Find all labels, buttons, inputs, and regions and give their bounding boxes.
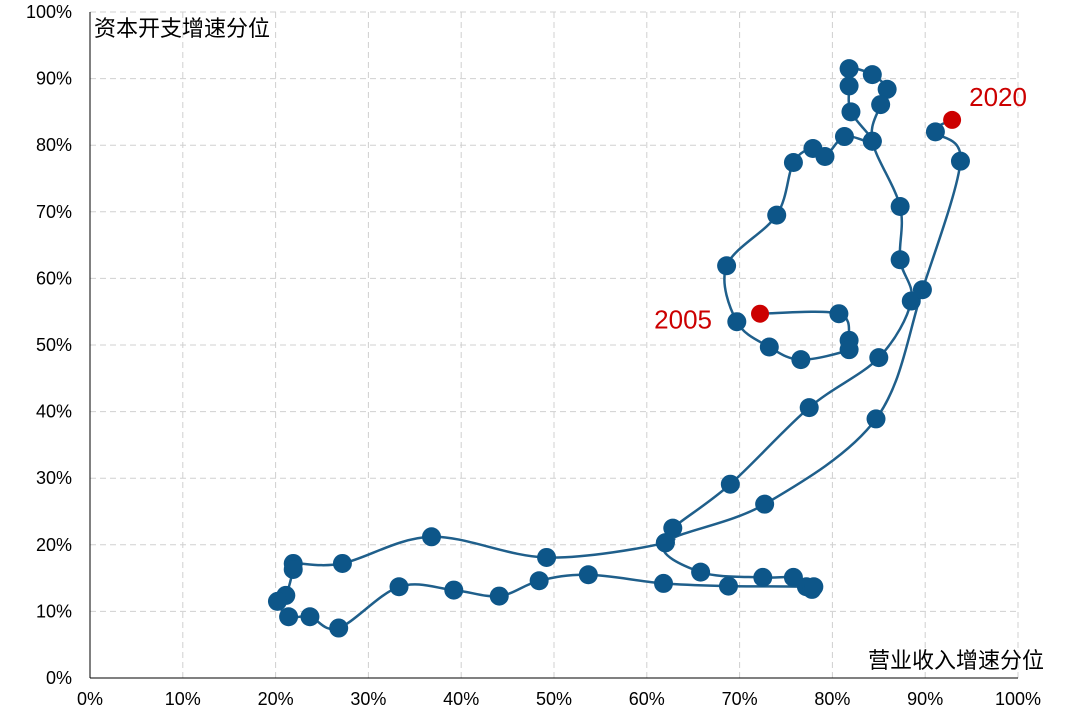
y-tick-label: 70% xyxy=(36,202,72,222)
data-points xyxy=(267,59,970,638)
data-point xyxy=(783,567,803,587)
y-tick-label: 30% xyxy=(36,468,72,488)
data-point xyxy=(877,79,897,99)
x-tick-label: 30% xyxy=(350,689,386,709)
highlight-points: 2005 2020 xyxy=(654,82,1027,335)
data-point xyxy=(799,398,819,418)
data-point xyxy=(950,151,970,171)
data-point xyxy=(755,494,775,514)
data-point xyxy=(759,337,779,357)
data-point xyxy=(829,304,849,324)
data-point xyxy=(841,102,861,122)
data-point xyxy=(655,533,675,553)
x-axis-title: 营业收入增速分位 xyxy=(868,649,1044,674)
highlight-label: 2020 xyxy=(969,82,1027,112)
x-tick-label: 40% xyxy=(443,689,479,709)
y-tick-label: 0% xyxy=(46,668,72,688)
data-point xyxy=(537,547,557,567)
y-tick-label: 60% xyxy=(36,268,72,288)
y-tick-label: 40% xyxy=(36,402,72,422)
data-point xyxy=(815,147,835,167)
axes xyxy=(89,12,1018,679)
data-point xyxy=(720,474,740,494)
data-point xyxy=(267,591,287,611)
data-point xyxy=(663,518,683,538)
x-tick-labels: 0% 10% 20% 30% 40% 50% 60% 70% 80% 90% 100% xyxy=(77,689,1041,709)
data-point xyxy=(529,571,549,591)
x-tick-label: 70% xyxy=(722,689,758,709)
data-point xyxy=(767,205,787,225)
data-point xyxy=(578,565,598,585)
data-point xyxy=(791,350,811,370)
x-tick-label: 50% xyxy=(536,689,572,709)
x-tick-label: 80% xyxy=(814,689,850,709)
data-point xyxy=(925,122,945,142)
y-tick-label: 50% xyxy=(36,335,72,355)
data-point xyxy=(890,250,910,270)
highlight-point xyxy=(751,304,770,323)
data-point xyxy=(839,340,859,360)
x-tick-label: 100% xyxy=(995,689,1041,709)
y-tick-labels: 0% 10% 20% 30% 40% 50% 60% 70% 80% 90% 100% xyxy=(26,2,72,688)
grid xyxy=(90,11,1019,678)
highlight-label: 2005 xyxy=(654,305,712,335)
data-point xyxy=(727,312,747,332)
data-point xyxy=(389,577,409,597)
y-tick-label: 100% xyxy=(26,2,72,22)
data-point xyxy=(279,607,299,627)
data-point xyxy=(691,562,711,582)
y-tick-label: 10% xyxy=(36,601,72,621)
highlight-point xyxy=(943,110,962,129)
data-point xyxy=(753,567,773,587)
data-point xyxy=(422,527,442,547)
data-point xyxy=(890,196,910,216)
data-point xyxy=(718,576,738,596)
data-point xyxy=(489,586,509,606)
data-point xyxy=(804,577,824,597)
y-axis-title: 资本开支增速分位 xyxy=(94,17,270,42)
data-point xyxy=(717,256,737,276)
data-point xyxy=(866,409,886,429)
x-tick-label: 10% xyxy=(165,689,201,709)
data-point xyxy=(839,59,859,79)
data-point xyxy=(654,573,674,593)
x-tick-label: 90% xyxy=(907,689,943,709)
data-point xyxy=(862,131,882,151)
data-point xyxy=(332,553,352,573)
data-point xyxy=(300,607,320,627)
y-tick-label: 90% xyxy=(36,69,72,89)
data-point xyxy=(834,127,854,147)
data-point xyxy=(329,618,349,638)
x-tick-label: 0% xyxy=(77,689,103,709)
data-point xyxy=(869,348,889,368)
x-tick-label: 20% xyxy=(258,689,294,709)
data-point xyxy=(839,76,859,96)
data-point xyxy=(862,65,882,85)
data-point xyxy=(444,580,464,600)
data-point xyxy=(283,559,303,579)
data-point xyxy=(871,95,891,115)
y-tick-label: 80% xyxy=(36,135,72,155)
x-tick-label: 60% xyxy=(629,689,665,709)
data-point xyxy=(912,280,932,300)
data-point xyxy=(783,153,803,173)
y-tick-label: 20% xyxy=(36,535,72,555)
